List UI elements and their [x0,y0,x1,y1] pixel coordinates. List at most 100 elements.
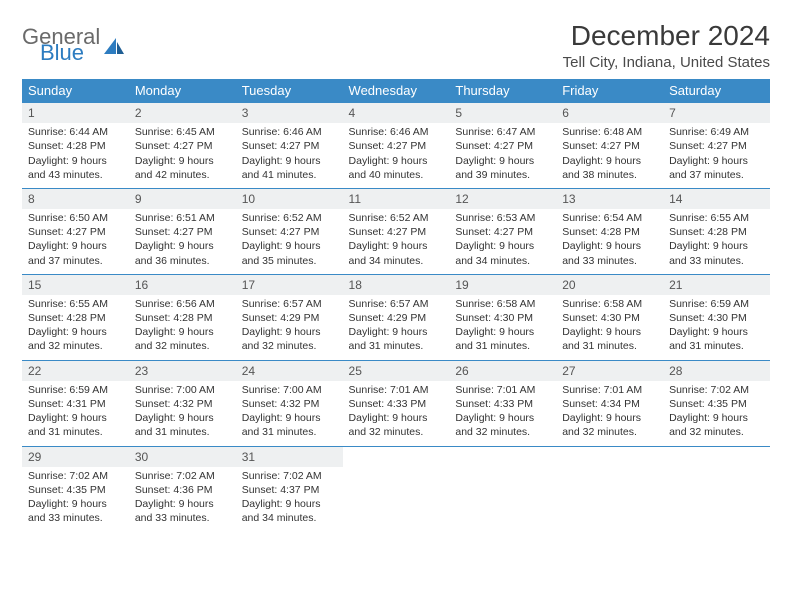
sunset-line: Sunset: 4:32 PM [242,397,337,411]
sunrise-line: Sunrise: 6:58 AM [455,297,550,311]
day-number: 21 [663,275,770,295]
day-info-cell: Sunrise: 7:00 AMSunset: 4:32 PMDaylight:… [236,381,343,446]
sunset-line: Sunset: 4:27 PM [455,139,550,153]
sunrise-line: Sunrise: 7:01 AM [562,383,657,397]
week-info-row: Sunrise: 6:55 AMSunset: 4:28 PMDaylight:… [22,295,770,360]
day-info-cell [556,467,663,532]
day-number-cell: 21 [663,274,770,295]
day-number-cell: 15 [22,274,129,295]
day-number-cell: 12 [449,188,556,209]
sunrise-line: Sunrise: 6:59 AM [669,297,764,311]
day-info-cell: Sunrise: 6:59 AMSunset: 4:31 PMDaylight:… [22,381,129,446]
day-number: 25 [343,361,450,381]
sunrise-line: Sunrise: 6:45 AM [135,125,230,139]
day-number: 12 [449,189,556,209]
day-number: 16 [129,275,236,295]
day-info-cell: Sunrise: 7:01 AMSunset: 4:33 PMDaylight:… [449,381,556,446]
sunrise-line: Sunrise: 7:02 AM [669,383,764,397]
day-number-cell: 31 [236,446,343,467]
day-number: 5 [449,103,556,123]
sunrise-line: Sunrise: 6:47 AM [455,125,550,139]
sunset-line: Sunset: 4:31 PM [28,397,123,411]
sunset-line: Sunset: 4:34 PM [562,397,657,411]
sunset-line: Sunset: 4:28 PM [28,139,123,153]
day-number: 1 [22,103,129,123]
sunset-line: Sunset: 4:30 PM [669,311,764,325]
daylight-line: Daylight: 9 hours and 37 minutes. [28,239,123,267]
day-info-cell: Sunrise: 6:48 AMSunset: 4:27 PMDaylight:… [556,123,663,188]
day-number-cell [663,446,770,467]
sunrise-line: Sunrise: 6:55 AM [28,297,123,311]
sunset-line: Sunset: 4:27 PM [349,225,444,239]
day-number-cell: 23 [129,360,236,381]
sunset-line: Sunset: 4:36 PM [135,483,230,497]
day-number: 6 [556,103,663,123]
day-number-cell: 4 [343,103,450,124]
calendar-table: Sunday Monday Tuesday Wednesday Thursday… [22,79,770,531]
day-info-cell: Sunrise: 6:57 AMSunset: 4:29 PMDaylight:… [343,295,450,360]
sunrise-line: Sunrise: 6:51 AM [135,211,230,225]
day-number-cell: 25 [343,360,450,381]
daylight-line: Daylight: 9 hours and 34 minutes. [349,239,444,267]
day-info-cell: Sunrise: 6:59 AMSunset: 4:30 PMDaylight:… [663,295,770,360]
day-info-cell: Sunrise: 7:01 AMSunset: 4:33 PMDaylight:… [343,381,450,446]
day-info-cell: Sunrise: 7:02 AMSunset: 4:35 PMDaylight:… [663,381,770,446]
day-number-cell: 20 [556,274,663,295]
day-number-cell: 5 [449,103,556,124]
sunrise-line: Sunrise: 6:53 AM [455,211,550,225]
day-number-cell: 29 [22,446,129,467]
sunrise-line: Sunrise: 7:00 AM [242,383,337,397]
sunset-line: Sunset: 4:27 PM [135,225,230,239]
week-info-row: Sunrise: 6:59 AMSunset: 4:31 PMDaylight:… [22,381,770,446]
sunset-line: Sunset: 4:27 PM [455,225,550,239]
day-number: 15 [22,275,129,295]
daylight-line: Daylight: 9 hours and 31 minutes. [349,325,444,353]
sunset-line: Sunset: 4:30 PM [562,311,657,325]
day-number: 11 [343,189,450,209]
daylight-line: Daylight: 9 hours and 33 minutes. [669,239,764,267]
daylight-line: Daylight: 9 hours and 35 minutes. [242,239,337,267]
sunset-line: Sunset: 4:35 PM [28,483,123,497]
logo-text-blue: Blue [40,42,100,64]
sunrise-line: Sunrise: 6:54 AM [562,211,657,225]
day-number: 23 [129,361,236,381]
sunset-line: Sunset: 4:28 PM [135,311,230,325]
day-number-cell: 11 [343,188,450,209]
day-number-cell: 26 [449,360,556,381]
header: General Blue December 2024 Tell City, In… [22,20,770,71]
sunset-line: Sunset: 4:35 PM [669,397,764,411]
day-info-cell: Sunrise: 6:52 AMSunset: 4:27 PMDaylight:… [343,209,450,274]
day-number: 24 [236,361,343,381]
week-info-row: Sunrise: 7:02 AMSunset: 4:35 PMDaylight:… [22,467,770,532]
day-info-cell: Sunrise: 6:56 AMSunset: 4:28 PMDaylight:… [129,295,236,360]
day-info-cell: Sunrise: 6:49 AMSunset: 4:27 PMDaylight:… [663,123,770,188]
day-number: 3 [236,103,343,123]
week-number-row: 22232425262728 [22,360,770,381]
day-number-cell: 3 [236,103,343,124]
location: Tell City, Indiana, United States [563,54,770,71]
day-info-cell: Sunrise: 7:00 AMSunset: 4:32 PMDaylight:… [129,381,236,446]
day-header: Thursday [449,79,556,103]
daylight-line: Daylight: 9 hours and 32 minutes. [349,411,444,439]
day-number: 7 [663,103,770,123]
daylight-line: Daylight: 9 hours and 32 minutes. [135,325,230,353]
daylight-line: Daylight: 9 hours and 31 minutes. [455,325,550,353]
day-info-cell [343,467,450,532]
sunset-line: Sunset: 4:37 PM [242,483,337,497]
day-header: Friday [556,79,663,103]
sunset-line: Sunset: 4:29 PM [242,311,337,325]
week-number-row: 293031 [22,446,770,467]
sunset-line: Sunset: 4:27 PM [242,139,337,153]
sunrise-line: Sunrise: 6:57 AM [242,297,337,311]
day-number-cell: 6 [556,103,663,124]
daylight-line: Daylight: 9 hours and 31 minutes. [562,325,657,353]
day-info-cell: Sunrise: 6:55 AMSunset: 4:28 PMDaylight:… [663,209,770,274]
week-number-row: 15161718192021 [22,274,770,295]
daylight-line: Daylight: 9 hours and 32 minutes. [562,411,657,439]
week-info-row: Sunrise: 6:44 AMSunset: 4:28 PMDaylight:… [22,123,770,188]
day-info-cell: Sunrise: 7:02 AMSunset: 4:36 PMDaylight:… [129,467,236,532]
day-info-cell [449,467,556,532]
day-number-cell: 7 [663,103,770,124]
week-number-row: 1234567 [22,103,770,124]
daylight-line: Daylight: 9 hours and 32 minutes. [28,325,123,353]
